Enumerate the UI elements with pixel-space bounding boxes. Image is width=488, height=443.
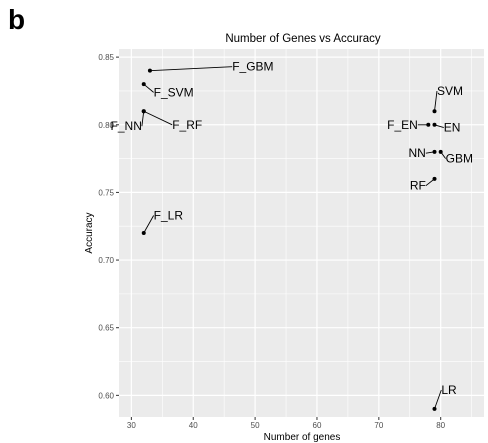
panel-label: b [8, 4, 26, 35]
chart-title: Number of Genes vs Accuracy [225, 33, 381, 45]
point-label: RF [410, 179, 426, 193]
data-point [432, 176, 437, 181]
data-point [432, 122, 437, 127]
data-point [141, 82, 146, 87]
point-label: F_GBM [232, 60, 273, 74]
plot-background [119, 49, 484, 417]
x-tick-label: 60 [313, 421, 322, 430]
x-tick-label: 30 [127, 421, 136, 430]
grid-minor [119, 49, 484, 417]
point-label: GBM [446, 152, 473, 166]
data-point [426, 122, 431, 127]
data-point [141, 109, 146, 114]
x-axis-title: Number of genes [264, 432, 341, 443]
point-labels: F_GBM F_SVM F_NN F_RF F_LR SVM F_EN EN NN GBM RF LR [111, 60, 473, 397]
y-tick-label: 0.85 [98, 53, 114, 62]
y-axis-ticks: 0.60 0.65 0.70 0.75 0.80 0.85 [98, 53, 119, 400]
y-tick-label: 0.75 [98, 188, 114, 197]
x-tick-label: 70 [374, 421, 383, 430]
point-label: F_LR [154, 208, 184, 222]
leader-line [141, 111, 145, 127]
data-point [141, 231, 146, 235]
y-tick-label: 0.60 [98, 391, 114, 400]
y-axis-title: Accuracy [84, 212, 95, 253]
point-label: LR [441, 383, 457, 397]
x-tick-label: 40 [189, 421, 198, 430]
data-point [432, 149, 437, 154]
x-axis-ticks: 30 40 50 60 70 80 [127, 417, 446, 430]
y-tick-label: 0.65 [98, 324, 114, 333]
y-tick-label: 0.70 [98, 256, 114, 265]
x-tick-label: 80 [436, 421, 445, 430]
grid-major [119, 49, 484, 417]
leader-line [143, 83, 154, 93]
point-label: F_EN [387, 118, 418, 132]
data-point [432, 406, 437, 411]
point-label: SVM [437, 84, 463, 98]
data-point [147, 68, 152, 73]
leader-line [434, 90, 438, 112]
point-label: EN [444, 121, 461, 135]
leader-line [143, 110, 173, 126]
data-point [438, 149, 443, 154]
data-point [432, 109, 437, 114]
data-points [141, 68, 443, 411]
point-label: NN [409, 146, 426, 160]
leader-line [143, 215, 155, 234]
x-tick-label: 50 [251, 421, 260, 430]
point-label: F_RF [172, 118, 202, 132]
point-label: F_NN [111, 119, 142, 133]
y-tick-label: 0.80 [98, 121, 114, 130]
leader-line [149, 66, 233, 72]
leader-line [434, 389, 442, 410]
label-leader-lines [141, 66, 447, 410]
point-label: F_SVM [154, 85, 194, 99]
